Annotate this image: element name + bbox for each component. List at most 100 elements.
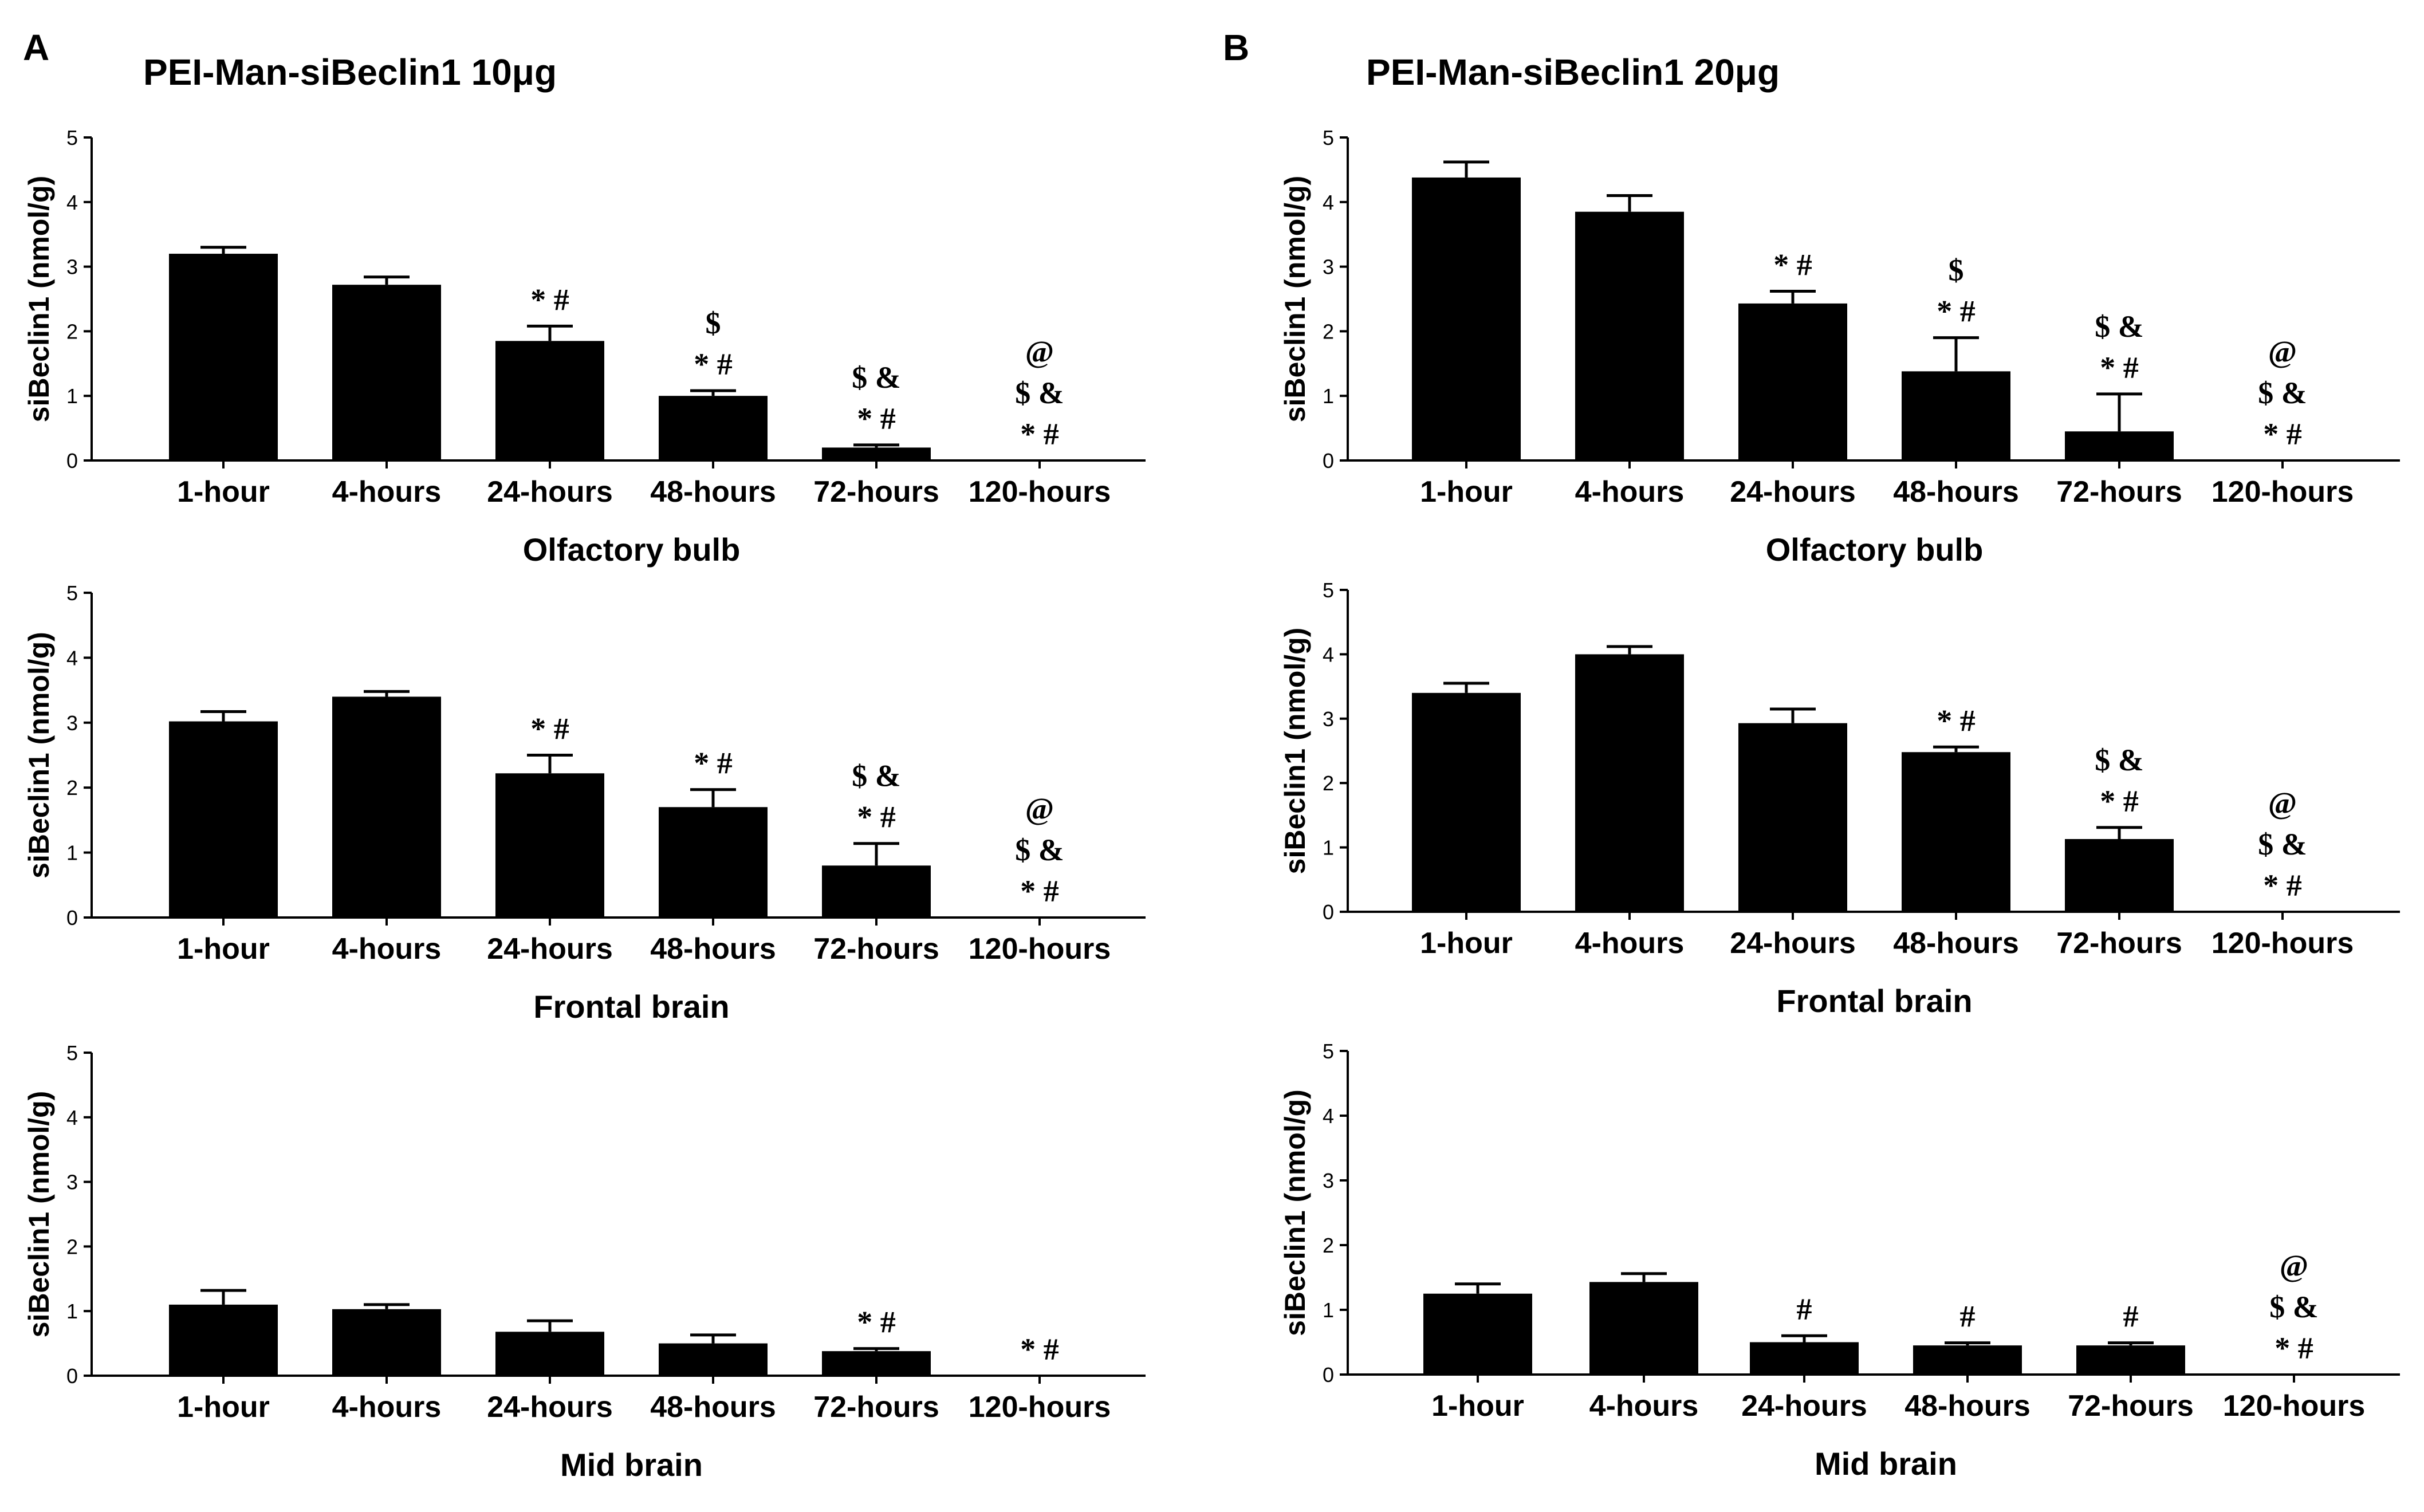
y-tick-label: 3 [66, 711, 78, 735]
y-tick-label: 1 [66, 1300, 78, 1323]
y-tick-label: 5 [66, 126, 78, 149]
x-tick-label: 72-hours [2056, 475, 2182, 509]
panel-letter-a: A [23, 27, 49, 68]
y-axis-label: siBeclin1 (nmol/g) [23, 632, 55, 879]
significance-marker: @ [1025, 334, 1054, 369]
significance-marker: * # [1020, 874, 1059, 908]
significance-marker: # [2123, 1300, 2139, 1334]
y-tick-label: 1 [1323, 1298, 1334, 1322]
bar [822, 1351, 931, 1376]
y-tick-label: 5 [1323, 1040, 1334, 1063]
y-tick-label: 4 [1323, 643, 1334, 666]
x-tick-label: 4-hours [332, 1391, 442, 1424]
bar [1412, 177, 1521, 460]
bar [1913, 1345, 2022, 1375]
significance-marker: * # [1937, 294, 1976, 329]
significance-marker: $ [706, 306, 721, 340]
x-tick-label: 4-hours [332, 475, 442, 509]
significance-marker: $ & [852, 759, 900, 793]
x-tick-label: 72-hours [813, 475, 939, 509]
x-tick-label: 24-hours [487, 475, 613, 509]
bar [169, 1304, 278, 1376]
x-tick-label: 24-hours [1730, 927, 1856, 960]
y-tick-label: 2 [66, 776, 78, 800]
significance-marker: * # [694, 347, 733, 381]
y-tick-label: 2 [66, 1235, 78, 1258]
x-tick-label: 120-hours [969, 932, 1111, 966]
x-tick-label: 120-hours [2211, 927, 2354, 960]
y-tick-label: 1 [66, 384, 78, 408]
significance-marker: * # [2263, 417, 2302, 451]
significance-marker: * # [2100, 351, 2139, 385]
x-tick-label: 4-hours [332, 932, 442, 966]
significance-marker: $ & [1015, 833, 1064, 867]
bar [495, 1332, 604, 1376]
y-axis-label: siBeclin1 (nmol/g) [1279, 176, 1311, 423]
y-tick-label: 5 [66, 1041, 78, 1065]
x-tick-label: 48-hours [650, 1391, 776, 1424]
panel-title-a: PEI-Man-siBeclin1 10μg [143, 52, 557, 93]
significance-marker: * # [694, 746, 733, 781]
y-axis-label: siBeclin1 (nmol/g) [23, 1091, 55, 1338]
bar [659, 807, 768, 918]
x-axis-label: Olfactory bulb [1766, 531, 1984, 568]
x-tick-label: 4-hours [1589, 1389, 1699, 1423]
y-tick-label: 5 [66, 581, 78, 605]
y-tick-label: 3 [1323, 707, 1334, 731]
y-tick-label: 1 [66, 841, 78, 865]
x-axis-label: Frontal brain [533, 989, 729, 1025]
chart-b-2: 0 1 2 3 4 5 1-hour 4-hours 24-hours 48-hours 72-ho… [1279, 578, 2400, 1019]
bar [1575, 654, 1684, 912]
significance-marker: $ & [2258, 376, 2307, 410]
panel-letter-b: B [1223, 27, 1249, 68]
y-tick-label: 2 [1323, 1234, 1334, 1257]
bar [1575, 211, 1684, 460]
bar [822, 447, 931, 460]
bar [332, 1309, 441, 1376]
x-tick-label: 24-hours [487, 1391, 613, 1424]
bar [332, 285, 441, 460]
bar [659, 1343, 768, 1376]
chart-a-3: 0 1 2 3 4 5 1-hour 4-hours 24-hours 48-hours 72-ho… [23, 1041, 1146, 1483]
significance-marker: * # [857, 1305, 896, 1340]
x-tick-label: 24-hours [487, 932, 613, 966]
significance-marker: * # [2263, 868, 2302, 903]
significance-marker: * # [1773, 247, 1812, 282]
significance-marker: @ [2268, 334, 2297, 369]
significance-marker: * # [857, 401, 896, 436]
significance-marker: @ [2268, 786, 2297, 820]
x-tick-label: 72-hours [2056, 927, 2182, 960]
x-tick-label: 48-hours [1893, 475, 2019, 509]
x-tick-label: 1-hour [177, 475, 270, 509]
x-tick-label: 48-hours [650, 475, 776, 509]
y-tick-label: 3 [1323, 1169, 1334, 1192]
x-tick-label: 72-hours [813, 932, 939, 966]
y-tick-label: 5 [1323, 126, 1334, 149]
y-tick-label: 5 [1323, 578, 1334, 602]
y-tick-label: 3 [1323, 255, 1334, 279]
y-axis-label: siBeclin1 (nmol/g) [1279, 1089, 1311, 1336]
significance-marker: # [1797, 1292, 1812, 1326]
significance-marker: $ [1949, 253, 1964, 288]
y-tick-label: 4 [1323, 1104, 1334, 1128]
x-tick-label: 72-hours [813, 1391, 939, 1424]
y-tick-label: 3 [66, 1171, 78, 1194]
bar [1412, 692, 1521, 912]
y-tick-label: 1 [1323, 384, 1334, 408]
significance-marker: $ & [2095, 743, 2143, 777]
bar [1423, 1293, 1532, 1375]
x-tick-label: 120-hours [969, 1391, 1111, 1424]
significance-marker: @ [1025, 792, 1054, 826]
bar [1750, 1342, 1859, 1375]
significance-marker: * # [2275, 1331, 2313, 1365]
significance-marker: * # [530, 282, 569, 317]
bar [1589, 1282, 1698, 1375]
bar [822, 865, 931, 918]
y-tick-label: 2 [1323, 320, 1334, 343]
bar [659, 396, 768, 460]
significance-marker: * # [1020, 1332, 1059, 1367]
bar [1738, 303, 1847, 460]
y-tick-label: 4 [66, 191, 78, 214]
significance-marker: * # [1020, 417, 1059, 451]
x-tick-label: 120-hours [2223, 1389, 2366, 1423]
